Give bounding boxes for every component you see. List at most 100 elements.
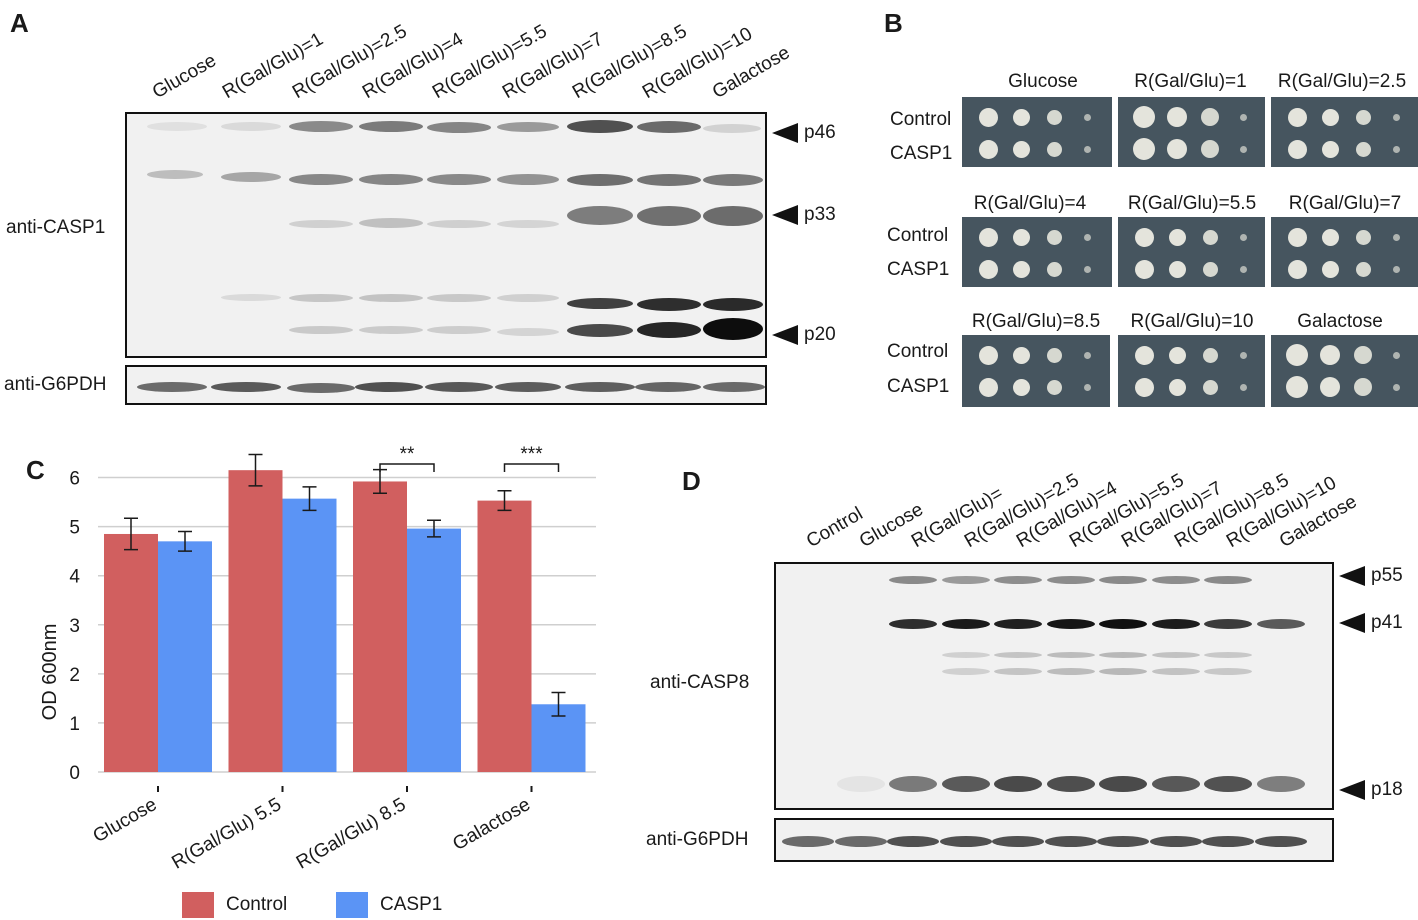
bar-casp1	[407, 528, 461, 772]
yeast-spot	[1202, 261, 1218, 277]
panel-a-g6pdh-blot	[125, 365, 767, 405]
arrowhead-icon	[1339, 780, 1365, 800]
panel-d-marker-p55: p55	[1339, 565, 1403, 587]
yeast-spot	[1046, 347, 1062, 363]
yeast-spot	[1355, 141, 1371, 157]
blot-band	[1099, 776, 1147, 792]
y-tick-label: 6	[69, 469, 80, 490]
yeast-spot	[1046, 109, 1062, 125]
blot-band	[1254, 836, 1307, 847]
y-tick-label: 4	[69, 567, 80, 588]
yeast-spot	[1133, 138, 1155, 160]
panel-a-letter: A	[10, 8, 29, 38]
blot-band	[889, 619, 937, 629]
legend-swatch-control	[182, 892, 214, 918]
x-tick-label: R(Gal/Glu) 8.5	[293, 794, 410, 873]
yeast-spot	[1392, 113, 1400, 121]
yeast-spot	[1355, 261, 1371, 277]
error-bar	[427, 519, 441, 538]
blot-band	[1099, 619, 1147, 629]
yeast-spot	[1321, 108, 1339, 126]
yeast-spot	[1355, 109, 1371, 125]
yeast-spot	[1392, 265, 1400, 273]
panel-a-lane-label: Glucose	[149, 50, 220, 104]
arrowhead-icon	[772, 205, 798, 225]
blot-band	[1204, 619, 1252, 629]
arrowhead-icon	[1339, 613, 1365, 633]
blot-band	[994, 776, 1042, 792]
arrowhead-icon	[1339, 566, 1365, 586]
blot-band	[1204, 776, 1252, 792]
row-label-control: Control	[890, 109, 952, 130]
yeast-spot	[1134, 377, 1154, 397]
panel-a-marker-p33: p33	[772, 204, 836, 226]
row-label-control: Control	[887, 225, 949, 246]
panel-d-casp8-blot	[774, 562, 1334, 810]
row-label-casp1: CASP1	[887, 259, 950, 280]
panel-a-blot-label: anti-CASP1	[6, 217, 106, 238]
y-tick-label: 0	[69, 763, 80, 784]
panel-d-blot-label: anti-CASP8	[650, 672, 750, 693]
blot-band	[1046, 668, 1095, 675]
yeast-spot	[1168, 346, 1186, 364]
error-bar	[178, 530, 192, 552]
blot-band	[1204, 668, 1252, 675]
yeast-spot	[1287, 107, 1307, 127]
yeast-spot	[1083, 351, 1091, 359]
x-tick-label: R(Gal/Glu) 5.5	[168, 794, 285, 873]
yeast-spot	[1392, 145, 1400, 153]
yeast-spot	[1134, 259, 1154, 279]
yeast-spot	[1167, 139, 1187, 159]
yeast-spot	[1355, 229, 1371, 245]
yeast-spot	[978, 107, 998, 127]
blot-band	[782, 836, 834, 847]
yeast-spot	[1239, 113, 1247, 121]
blot-band	[994, 668, 1042, 675]
blot-band	[941, 576, 990, 584]
bar-casp1	[158, 541, 212, 772]
blot-band	[1046, 652, 1095, 658]
yeast-spot	[1083, 383, 1091, 391]
blot-band	[1151, 619, 1200, 629]
panel-a-marker-p46: p46	[772, 122, 836, 144]
panel-d-marker-p41: p41	[1339, 612, 1403, 634]
yeast-spot	[1239, 233, 1247, 241]
blot-band	[994, 619, 1042, 629]
blot-band	[1256, 776, 1305, 792]
yeast-spot	[1046, 379, 1062, 395]
yeast-spot	[1287, 139, 1307, 159]
blot-band	[1099, 576, 1147, 584]
error-bar	[497, 490, 512, 512]
blot-band	[1046, 576, 1095, 584]
blot-band	[1151, 652, 1200, 658]
yeast-spot	[1320, 377, 1340, 397]
blot-band	[1097, 836, 1149, 847]
arrowhead-icon	[772, 325, 798, 345]
blot-band	[1044, 836, 1097, 847]
yeast-spot	[1083, 145, 1091, 153]
yeast-spot	[1012, 140, 1030, 158]
x-tick-label: Galactose	[449, 794, 534, 855]
y-tick-label: 3	[69, 616, 80, 637]
yeast-spot	[1201, 140, 1219, 158]
blot-band	[941, 652, 990, 658]
row-label-control: Control	[887, 341, 949, 362]
yeast-spot	[978, 139, 998, 159]
blot-band	[941, 668, 990, 675]
row-label-casp1: CASP1	[887, 376, 950, 397]
blot-band	[889, 776, 937, 792]
yeast-spot	[978, 259, 998, 279]
plate-title: R(Gal/Glu)=10	[1130, 311, 1254, 332]
plate-title: R(Gal/Glu)=7	[1288, 193, 1402, 214]
blot-band	[1151, 576, 1200, 584]
yeast-spot	[1168, 228, 1186, 246]
yeast-spot	[1321, 228, 1339, 246]
panel-d-loading-label: anti-G6PDH	[646, 829, 749, 850]
blot-band	[1046, 619, 1095, 629]
blot-band	[889, 576, 937, 584]
blot-band	[1099, 652, 1147, 658]
yeast-spot	[1239, 145, 1247, 153]
bar-control	[228, 470, 283, 772]
yeast-spot	[1012, 378, 1030, 396]
error-bar	[124, 517, 138, 551]
